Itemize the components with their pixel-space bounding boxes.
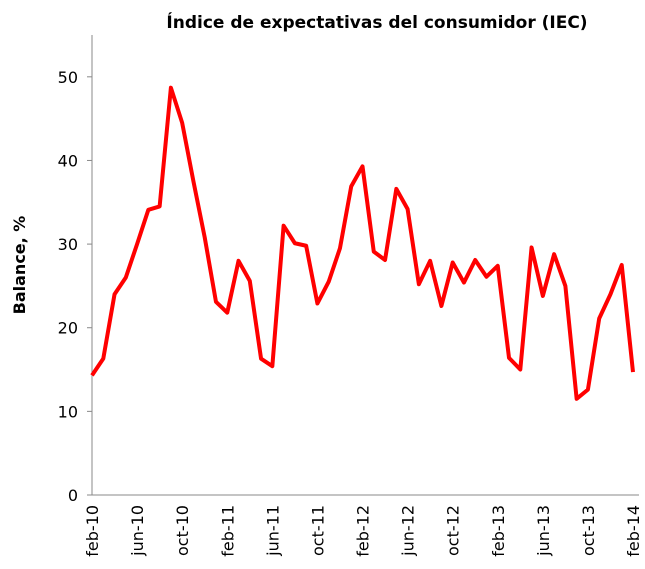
x-tick-label: feb-13 [489,505,508,557]
y-tick-label: 10 [58,402,78,421]
x-tick-label: jun-10 [128,505,147,557]
x-tick-label: oct-13 [579,505,598,556]
y-tick-label: 40 [58,151,78,170]
x-tick-label: feb-12 [354,505,373,557]
x-tick-label: jun-13 [534,505,553,557]
y-axis-label: Balance, % [10,216,29,315]
x-tick-label: oct-11 [308,505,327,556]
x-tick-label: feb-10 [83,505,102,557]
y-tick-label: 0 [68,486,78,505]
x-tick-label: feb-14 [624,505,643,557]
x-tick-label: feb-11 [218,505,237,557]
y-tick-label: 30 [58,235,78,254]
y-tick-label: 50 [58,68,78,87]
x-tick-label: jun-11 [263,505,282,557]
x-tick-label: oct-12 [444,505,463,556]
data-line [90,85,635,401]
x-tick-label: jun-12 [399,505,418,557]
y-tick-label: 20 [58,319,78,338]
chart-title: Índice de expectativas del consumidor (I… [166,13,588,33]
x-tick-label: oct-10 [173,505,192,556]
